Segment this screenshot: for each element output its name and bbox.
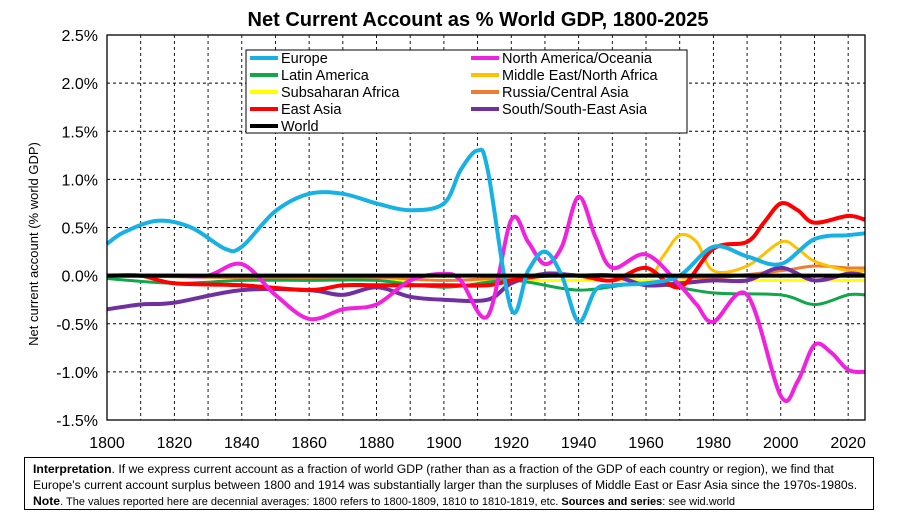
series-line-latin-america: [106, 277, 866, 306]
series-lines: [105, 147, 866, 403]
plot-area-border: [106, 34, 866, 421]
x-tick-labels: 1800 1820 1840 1860 1880 1900 1920 1940 1960 1980…: [89, 435, 866, 452]
y-tick-label: 1.5%: [62, 124, 98, 141]
interpretation-note: Interpretation. If we express current ac…: [24, 457, 874, 510]
legend-label: North America/Oceania: [502, 51, 653, 67]
y-tick-label: 0.0%: [62, 269, 98, 286]
chart-title: Net Current Account as % World GDP, 1800…: [248, 9, 709, 31]
sources-text: : see wid.world: [662, 496, 736, 508]
x-tick-label: 1980: [696, 435, 732, 452]
note-text: . The values reported here are decennial…: [60, 496, 562, 508]
legend-label: Europe: [281, 51, 328, 67]
legend-label: South/South-East Asia: [502, 102, 648, 118]
y-tick-label: 2.5%: [62, 28, 98, 45]
y-tick-label: 1.0%: [62, 172, 98, 189]
legend-label: Latin America: [281, 68, 370, 84]
x-tick-label: 2020: [830, 435, 866, 452]
x-tick-label: 1840: [224, 435, 260, 452]
x-tick-label: 1940: [561, 435, 597, 452]
interpretation-text: . If we express current account as a fra…: [33, 462, 858, 492]
y-tick-label: 2.0%: [62, 76, 98, 93]
legend-label: World: [281, 119, 319, 135]
y-axis-label: Net current account (% world GDP): [26, 142, 41, 346]
x-tick-label: 2000: [763, 435, 799, 452]
legend-box: [245, 49, 688, 134]
y-tick-label: 0.5%: [62, 221, 98, 238]
x-tick-label: 1800: [89, 435, 125, 452]
x-tick-label: 1960: [628, 435, 664, 452]
x-tick-label: 1860: [291, 435, 327, 452]
y-tick-label: -1.5%: [56, 413, 98, 430]
series-line-north-america-oceania: [107, 194, 866, 403]
legend-label: Subsaharan Africa: [281, 85, 400, 101]
x-tick-label: 1880: [359, 435, 395, 452]
sources-label: Sources and series: [561, 496, 663, 508]
y-tick-labels: -1.5% -1.0% -0.5% 0.0% 0.5% 1.0% 1.5% 2.0% 2.5%: [56, 28, 98, 430]
x-tick-label: 1820: [157, 435, 193, 452]
legend-label: East Asia: [281, 102, 342, 118]
legend-label: Russia/Central Asia: [502, 85, 629, 101]
x-tick-label: 1920: [493, 435, 529, 452]
note-label: Note: [33, 494, 61, 508]
interpretation-label: Interpretation: [33, 462, 112, 476]
legend-label: Middle East/North Africa: [502, 68, 658, 84]
series-line-europe: [105, 147, 866, 324]
x-tick-label: 1900: [426, 435, 462, 452]
y-tick-label: -0.5%: [56, 317, 98, 334]
y-tick-label: -1.0%: [56, 365, 98, 382]
